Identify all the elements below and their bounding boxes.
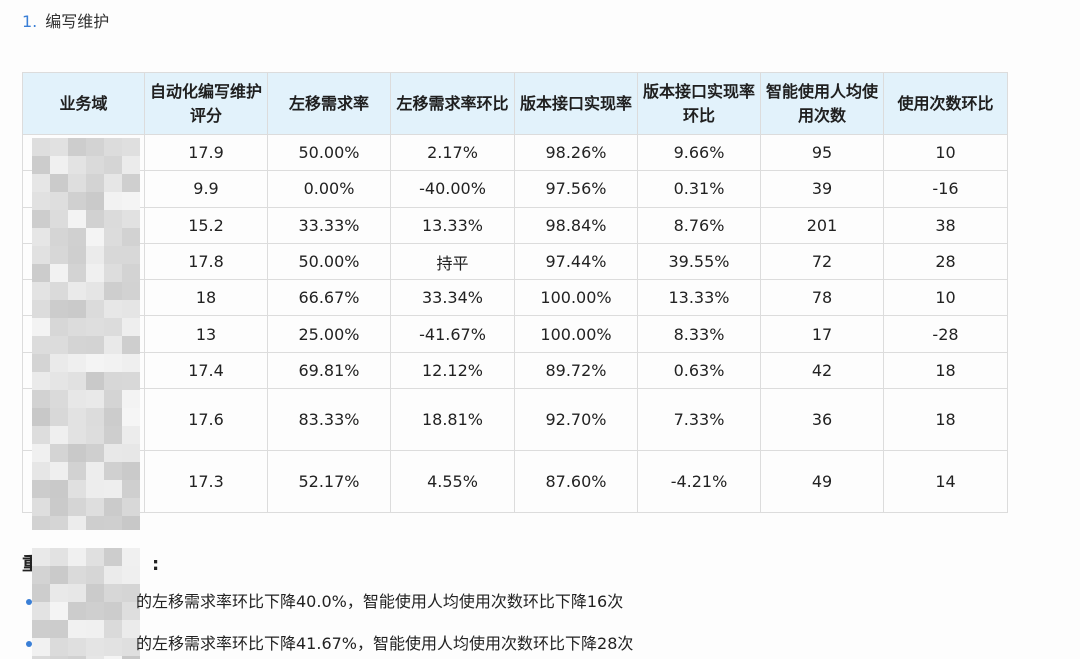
usage-mom-cell: 10 xyxy=(883,133,1008,172)
score-cell: 13 xyxy=(144,315,268,353)
table-row: 17.9 50.00% 2.17% 98.26% 9.66% 95 10 xyxy=(22,133,1008,172)
score-cell: 9.9 xyxy=(144,170,268,208)
avg-usage-cell: 95 xyxy=(760,133,884,172)
api-impl-mom-cell: 8.76% xyxy=(637,206,761,244)
table-row: 15.2 33.33% 13.33% 98.84% 8.76% 201 38 xyxy=(22,206,1008,244)
usage-mom-cell: 28 xyxy=(883,242,1008,281)
shift-left-rate-cell: 0.00% xyxy=(267,170,391,208)
api-impl-rate-cell: 92.70% xyxy=(514,388,638,452)
table-row: 18 66.67% 33.34% 100.00% 13.33% 78 10 xyxy=(22,279,1008,317)
summary-title-colon: : xyxy=(152,554,160,575)
bullet-dot-icon xyxy=(26,599,32,605)
shift-left-mom-cell: 13.33% xyxy=(390,206,515,244)
col-header-usage-mom: 使用次数环比 xyxy=(883,72,1008,135)
shift-left-rate-cell: 50.00% xyxy=(267,242,391,281)
api-impl-rate-cell: 87.60% xyxy=(514,450,638,514)
api-impl-rate-cell: 89.72% xyxy=(514,351,638,390)
table-row: 17.4 69.81% 12.12% 89.72% 0.63% 42 18 xyxy=(22,351,1008,390)
avg-usage-cell: 36 xyxy=(760,388,884,452)
table-row: 9.9 0.00% -40.00% 97.56% 0.31% 39 -16 xyxy=(22,170,1008,208)
api-impl-mom-cell: 8.33% xyxy=(637,315,761,353)
usage-mom-cell: 14 xyxy=(883,450,1008,514)
summary-list: 的左移需求率环比下降40.0%，智能使用人均使用次数环比下降16次 的左移需求率… xyxy=(26,590,633,659)
api-impl-rate-cell: 97.44% xyxy=(514,242,638,281)
section-title: 编写维护 xyxy=(45,12,110,31)
shift-left-mom-cell: 33.34% xyxy=(390,279,515,317)
col-header-score: 自动化编写维护评分 xyxy=(144,72,268,135)
bullet-dot-icon xyxy=(26,641,32,647)
col-header-shift-left-rate: 左移需求率 xyxy=(267,72,391,135)
table-row: 13 25.00% -41.67% 100.00% 8.33% 17 -28 xyxy=(22,315,1008,353)
api-impl-mom-cell: 13.33% xyxy=(637,279,761,317)
table-row: 17.3 52.17% 4.55% 87.60% -4.21% 49 14 xyxy=(22,450,1008,514)
avg-usage-cell: 42 xyxy=(760,351,884,390)
shift-left-mom-cell: 18.81% xyxy=(390,388,515,452)
usage-mom-cell: 38 xyxy=(883,206,1008,244)
score-cell: 17.9 xyxy=(144,133,268,172)
usage-mom-cell: 10 xyxy=(883,279,1008,317)
metrics-table: 业务域 自动化编写维护评分 左移需求率 左移需求率环比 版本接口实现率 版本接口… xyxy=(22,72,1008,514)
api-impl-rate-cell: 97.56% xyxy=(514,170,638,208)
table-header-row: 业务域 自动化编写维护评分 左移需求率 左移需求率环比 版本接口实现率 版本接口… xyxy=(22,72,1008,135)
table-row: 17.6 83.33% 18.81% 92.70% 7.33% 36 18 xyxy=(22,388,1008,452)
api-impl-mom-cell: -4.21% xyxy=(637,450,761,514)
summary-bullet: 的左移需求率环比下降41.67%，智能使用人均使用次数环比下降28次 xyxy=(26,632,633,659)
shift-left-mom-cell: 12.12% xyxy=(390,351,515,390)
shift-left-rate-cell: 33.33% xyxy=(267,206,391,244)
col-header-domain: 业务域 xyxy=(22,72,145,135)
usage-mom-cell: -28 xyxy=(883,315,1008,353)
usage-mom-cell: -16 xyxy=(883,170,1008,208)
score-cell: 17.3 xyxy=(144,450,268,514)
col-header-shift-left-mom: 左移需求率环比 xyxy=(390,72,515,135)
score-cell: 17.6 xyxy=(144,388,268,452)
section-number: 1. xyxy=(22,12,38,31)
avg-usage-cell: 201 xyxy=(760,206,884,244)
avg-usage-cell: 49 xyxy=(760,450,884,514)
section-heading: 1. 编写维护 xyxy=(22,8,109,32)
api-impl-mom-cell: 9.66% xyxy=(637,133,761,172)
avg-usage-cell: 39 xyxy=(760,170,884,208)
summary-bullet-text: 的左移需求率环比下降40.0%，智能使用人均使用次数环比下降16次 xyxy=(136,592,624,611)
table-row: 17.8 50.00% 持平 97.44% 39.55% 72 28 xyxy=(22,242,1008,281)
summary-bullet-text: 的左移需求率环比下降41.67%，智能使用人均使用次数环比下降28次 xyxy=(136,634,634,653)
avg-usage-cell: 17 xyxy=(760,315,884,353)
shift-left-mom-cell: 2.17% xyxy=(390,133,515,172)
score-cell: 15.2 xyxy=(144,206,268,244)
shift-left-mom-cell: 4.55% xyxy=(390,450,515,514)
redacted-domain-mosaic xyxy=(32,138,140,530)
shift-left-mom-cell: 持平 xyxy=(390,242,515,281)
api-impl-mom-cell: 7.33% xyxy=(637,388,761,452)
avg-usage-cell: 72 xyxy=(760,242,884,281)
shift-left-rate-cell: 52.17% xyxy=(267,450,391,514)
shift-left-rate-cell: 25.00% xyxy=(267,315,391,353)
shift-left-rate-cell: 66.67% xyxy=(267,279,391,317)
api-impl-rate-cell: 100.00% xyxy=(514,279,638,317)
shift-left-mom-cell: -40.00% xyxy=(390,170,515,208)
redacted-summary-mosaic xyxy=(32,548,140,659)
shift-left-rate-cell: 50.00% xyxy=(267,133,391,172)
col-header-api-impl-mom: 版本接口实现率环比 xyxy=(637,72,761,135)
api-impl-rate-cell: 98.84% xyxy=(514,206,638,244)
api-impl-mom-cell: 0.31% xyxy=(637,170,761,208)
score-cell: 17.4 xyxy=(144,351,268,390)
usage-mom-cell: 18 xyxy=(883,351,1008,390)
score-cell: 18 xyxy=(144,279,268,317)
score-cell: 17.8 xyxy=(144,242,268,281)
shift-left-rate-cell: 69.81% xyxy=(267,351,391,390)
avg-usage-cell: 78 xyxy=(760,279,884,317)
api-impl-mom-cell: 39.55% xyxy=(637,242,761,281)
usage-mom-cell: 18 xyxy=(883,388,1008,452)
api-impl-rate-cell: 100.00% xyxy=(514,315,638,353)
shift-left-mom-cell: -41.67% xyxy=(390,315,515,353)
api-impl-rate-cell: 98.26% xyxy=(514,133,638,172)
col-header-api-impl-rate: 版本接口实现率 xyxy=(514,72,638,135)
col-header-avg-usage: 智能使用人均使用次数 xyxy=(760,72,884,135)
summary-bullet: 的左移需求率环比下降40.0%，智能使用人均使用次数环比下降16次 xyxy=(26,590,633,632)
api-impl-mom-cell: 0.63% xyxy=(637,351,761,390)
shift-left-rate-cell: 83.33% xyxy=(267,388,391,452)
